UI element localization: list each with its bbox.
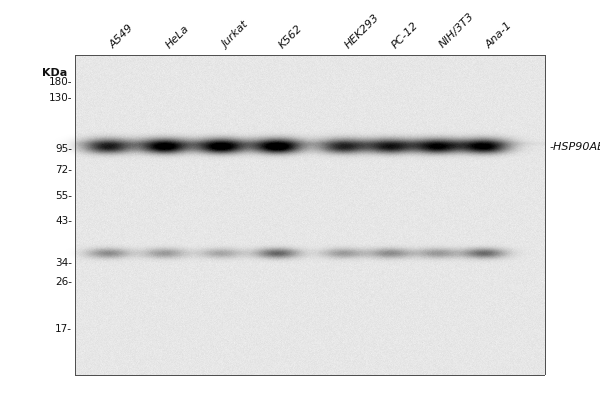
Text: -HSP90AB1: -HSP90AB1 — [550, 142, 600, 152]
Text: A549: A549 — [108, 22, 136, 50]
Text: 34-: 34- — [55, 258, 72, 268]
Text: NIH/3T3: NIH/3T3 — [437, 11, 476, 50]
Text: K562: K562 — [277, 23, 304, 50]
Text: Jurkat: Jurkat — [221, 20, 251, 50]
Text: 43-: 43- — [55, 217, 72, 227]
Text: 95-: 95- — [55, 144, 72, 154]
Text: KDa: KDa — [42, 68, 67, 78]
Text: HeLa: HeLa — [164, 23, 191, 50]
Text: 26-: 26- — [55, 277, 72, 287]
Text: PC-12: PC-12 — [390, 20, 420, 50]
Text: 55-: 55- — [55, 191, 72, 201]
Text: 72-: 72- — [55, 165, 72, 175]
Text: 17-: 17- — [55, 324, 72, 334]
Text: HEK293: HEK293 — [343, 12, 381, 50]
Text: 130-: 130- — [49, 93, 72, 103]
Text: Ana-1: Ana-1 — [484, 20, 514, 50]
Text: 180-: 180- — [49, 77, 72, 87]
